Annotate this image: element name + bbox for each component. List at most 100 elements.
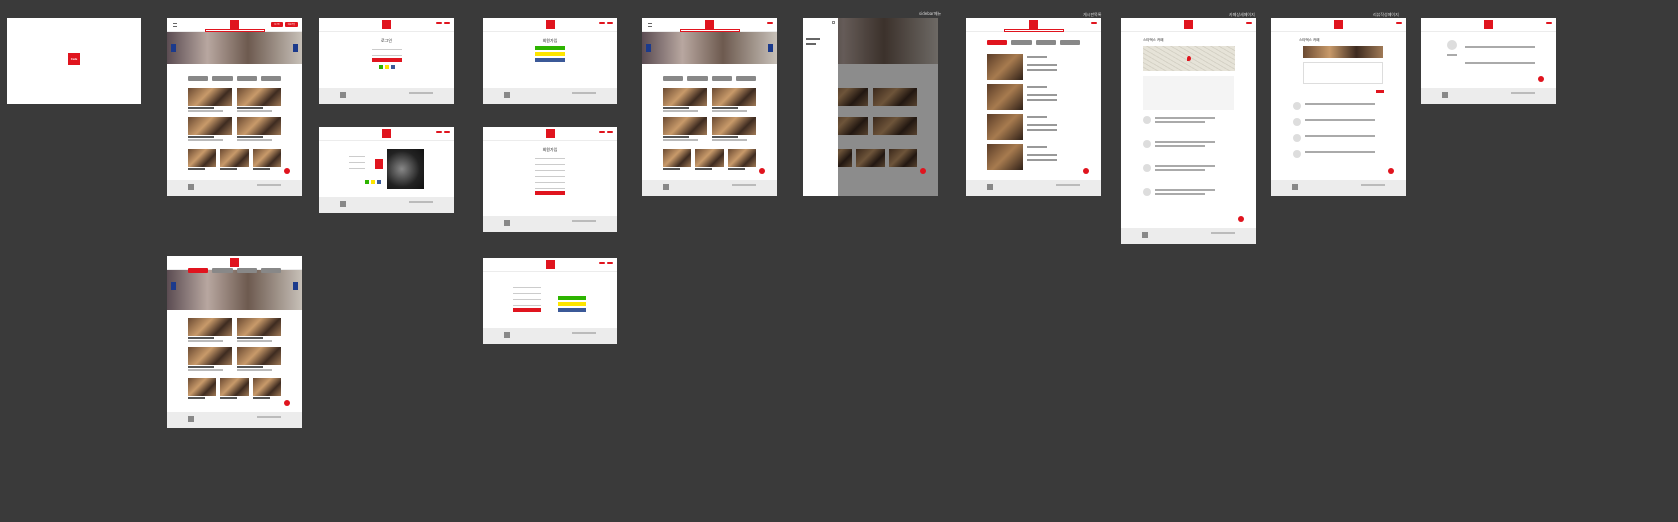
review-item[interactable] [1293, 150, 1384, 172]
logo[interactable] [1334, 20, 1343, 29]
naver-join-button[interactable] [558, 296, 586, 300]
login-submit-button[interactable] [371, 58, 402, 62]
prev-arrow-icon[interactable] [171, 44, 176, 52]
logo[interactable] [545, 20, 555, 29]
scroll-top-button[interactable] [284, 168, 290, 174]
category-tab[interactable] [987, 40, 1008, 45]
logo[interactable] [230, 258, 239, 267]
prev-arrow-icon[interactable] [171, 282, 176, 290]
logo[interactable] [382, 20, 391, 29]
search-input[interactable] [1003, 29, 1064, 32]
category-tab[interactable] [663, 76, 684, 81]
facebook-join-button[interactable] [535, 58, 565, 62]
list-item[interactable] [987, 114, 1080, 142]
cafe-card[interactable] [188, 347, 232, 373]
map[interactable] [1143, 46, 1235, 71]
join-submit-button[interactable] [513, 308, 541, 312]
id-input[interactable] [535, 161, 565, 165]
sidebar-item[interactable] [806, 43, 816, 45]
category-tab[interactable] [236, 76, 257, 81]
category-tab[interactable] [212, 268, 233, 273]
category-tab[interactable] [260, 76, 281, 81]
scroll-top-button[interactable] [284, 400, 290, 406]
review-card[interactable] [252, 378, 281, 404]
scroll-top-button[interactable] [1538, 76, 1544, 82]
review-submit-button[interactable] [1376, 90, 1384, 93]
logo[interactable] [230, 20, 239, 29]
scroll-top-button[interactable] [1083, 168, 1089, 174]
naver-join-button[interactable] [535, 46, 565, 50]
next-arrow-icon[interactable] [293, 282, 298, 290]
category-tab[interactable] [236, 268, 257, 273]
cafe-card[interactable] [188, 88, 232, 114]
join-button[interactable] [607, 131, 613, 133]
review-card[interactable] [220, 378, 249, 404]
review-item[interactable] [1143, 140, 1234, 162]
email-input[interactable] [535, 179, 565, 183]
review-item[interactable] [1143, 116, 1234, 138]
review-card[interactable] [727, 149, 756, 175]
kakao-join-button[interactable] [535, 52, 565, 56]
prev-arrow-icon[interactable] [646, 44, 651, 52]
scroll-top-button[interactable] [1388, 168, 1394, 174]
menu-icon[interactable] [648, 23, 652, 27]
facebook-icon[interactable] [377, 180, 381, 184]
cafe-card[interactable] [237, 347, 281, 373]
join-button[interactable] [607, 262, 613, 264]
category-tab[interactable] [1059, 40, 1080, 45]
cafe-card[interactable] [663, 88, 707, 114]
login-button[interactable] [599, 131, 605, 133]
cafe-card[interactable] [712, 117, 756, 143]
list-item[interactable] [987, 54, 1080, 82]
login-button[interactable] [599, 262, 605, 264]
join-button[interactable] [444, 22, 450, 24]
cafe-card[interactable] [237, 117, 281, 143]
review-item[interactable] [1293, 134, 1384, 156]
review-card[interactable] [252, 149, 281, 175]
list-item[interactable] [987, 84, 1080, 112]
category-tab[interactable] [1035, 40, 1056, 45]
logout-button[interactable] [1246, 22, 1252, 24]
logo[interactable] [705, 20, 714, 29]
category-tab[interactable] [260, 268, 281, 273]
my-review[interactable] [1465, 62, 1535, 64]
review-item[interactable] [1143, 188, 1234, 210]
category-tab[interactable] [711, 76, 732, 81]
cafe-card[interactable] [188, 117, 232, 143]
join-button[interactable]: 회원가입 [284, 22, 298, 27]
password-input[interactable] [371, 52, 402, 56]
kakao-icon[interactable] [384, 65, 389, 69]
category-tab[interactable] [687, 76, 708, 81]
login-button[interactable] [436, 22, 442, 24]
review-card[interactable] [695, 149, 724, 175]
kakao-join-button[interactable] [558, 302, 586, 306]
review-card[interactable] [663, 149, 692, 175]
close-icon[interactable] [832, 21, 835, 24]
logo[interactable] [1029, 20, 1038, 29]
next-arrow-icon[interactable] [768, 44, 773, 52]
login-submit-button[interactable] [375, 159, 383, 169]
password-input[interactable] [535, 167, 565, 171]
join-button[interactable] [444, 131, 450, 133]
menu-icon[interactable] [173, 23, 177, 27]
kakao-icon[interactable] [371, 180, 375, 184]
name-input[interactable] [535, 155, 565, 159]
scroll-top-button[interactable] [1238, 216, 1244, 222]
review-card[interactable] [188, 149, 217, 175]
logo[interactable] [545, 260, 555, 269]
logout-button[interactable] [767, 22, 773, 24]
logout-button[interactable] [1091, 22, 1097, 24]
category-tab[interactable] [735, 76, 756, 81]
scroll-top-button[interactable] [759, 168, 765, 174]
next-arrow-icon[interactable] [293, 44, 298, 52]
login-button[interactable]: 로그인 [271, 22, 283, 27]
logout-button[interactable] [1396, 22, 1402, 24]
id-input[interactable] [371, 46, 402, 50]
cafe-card[interactable] [663, 117, 707, 143]
logo[interactable] [1184, 20, 1193, 29]
login-button[interactable] [436, 131, 442, 133]
category-tab[interactable] [212, 76, 233, 81]
list-item[interactable] [987, 144, 1080, 172]
cafe-card[interactable] [237, 318, 281, 344]
logo[interactable] [382, 129, 391, 138]
